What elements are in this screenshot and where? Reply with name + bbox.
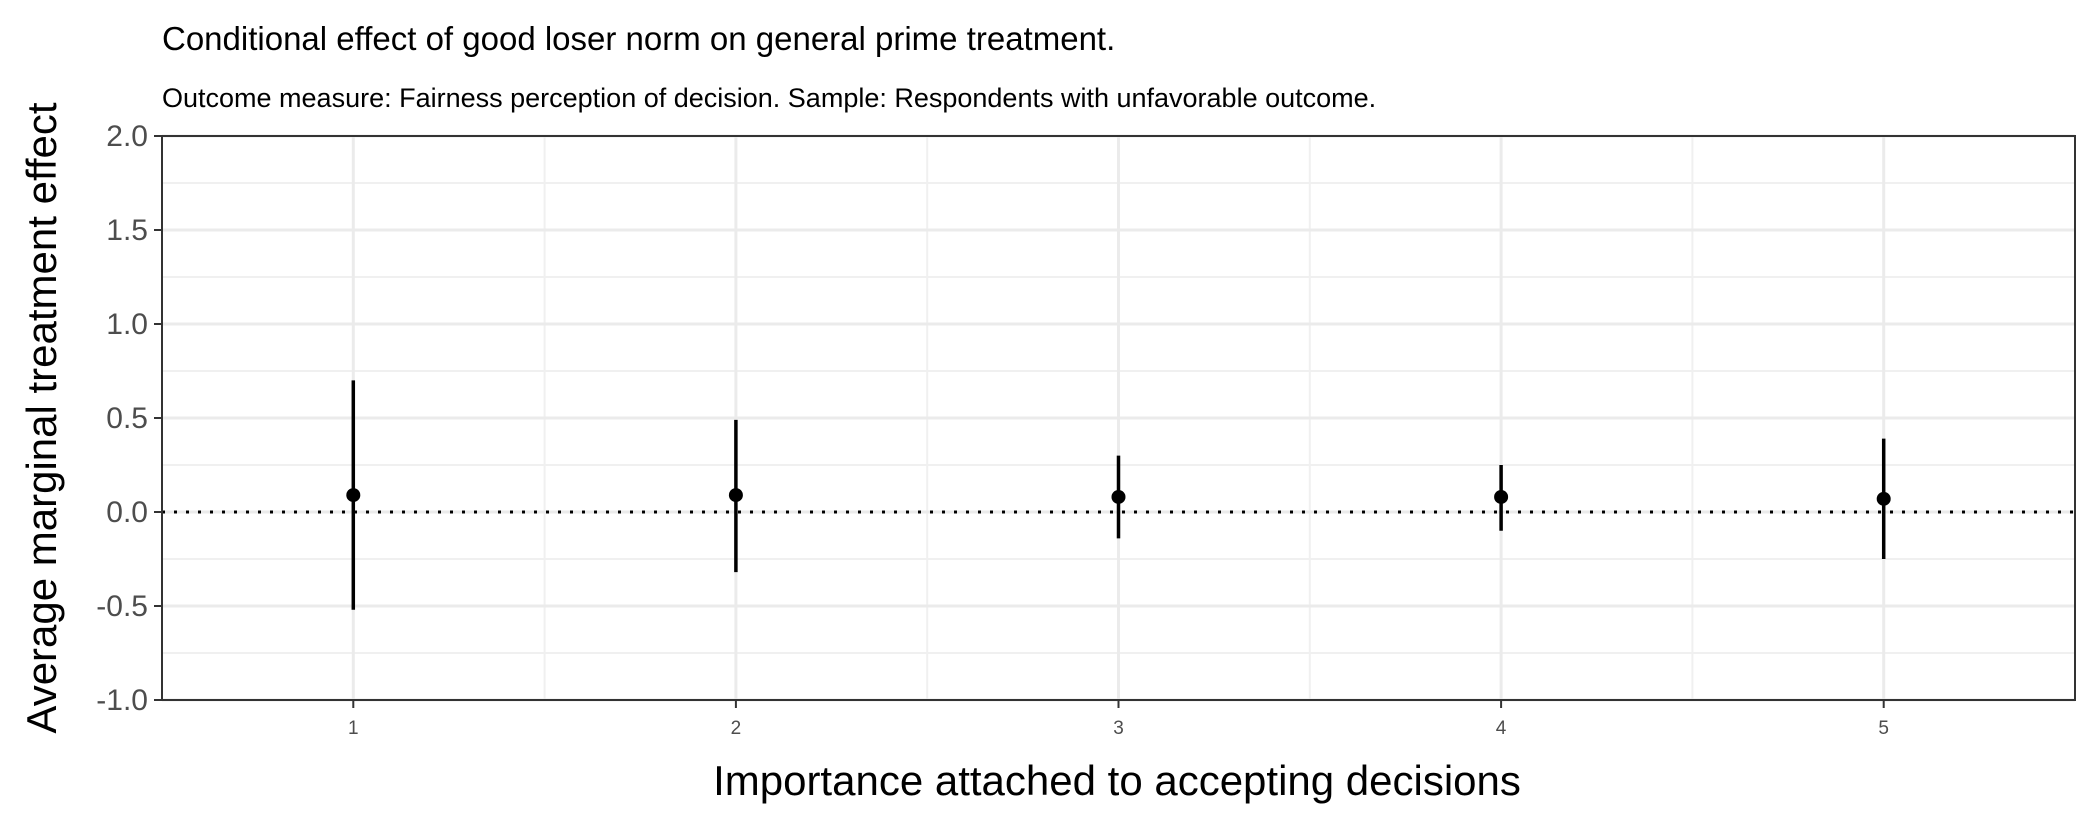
- chart-title: Conditional effect of good loser norm on…: [162, 20, 1115, 57]
- data-marks: [346, 380, 1891, 610]
- data-point: [1876, 491, 1891, 506]
- x-axis-label: Importance attached to accepting decisio…: [713, 757, 1521, 804]
- y-tick-label: 1.5: [106, 214, 148, 247]
- y-tick-label: 0.0: [106, 496, 148, 529]
- y-tick-label: -0.5: [96, 590, 148, 623]
- data-point: [1111, 489, 1126, 504]
- x-tick-label: 2: [731, 718, 742, 739]
- x-tick-label: 1: [348, 718, 359, 739]
- y-axis-ticks: 2.0 1.5 1.0 0.5 0.0 -0.5 -1.0: [96, 120, 162, 717]
- y-tick-label: 0.5: [106, 402, 148, 435]
- x-tick-label: 3: [1113, 718, 1124, 739]
- y-tick-label: 2.0: [106, 120, 148, 153]
- chart-subtitle: Outcome measure: Fairness perception of …: [162, 83, 1376, 113]
- y-tick-label: -1.0: [96, 684, 148, 717]
- x-tick-label: 4: [1496, 718, 1507, 739]
- y-tick-label: 1.0: [106, 308, 148, 341]
- data-point: [1494, 489, 1509, 504]
- data-point: [346, 488, 361, 503]
- y-axis-label: Average marginal treatment effect: [18, 102, 65, 733]
- x-tick-label: 5: [1878, 718, 1889, 739]
- gridlines: [162, 134, 2075, 702]
- x-axis-ticks: 1 2 3 4 5: [348, 700, 1889, 739]
- data-point: [728, 488, 743, 503]
